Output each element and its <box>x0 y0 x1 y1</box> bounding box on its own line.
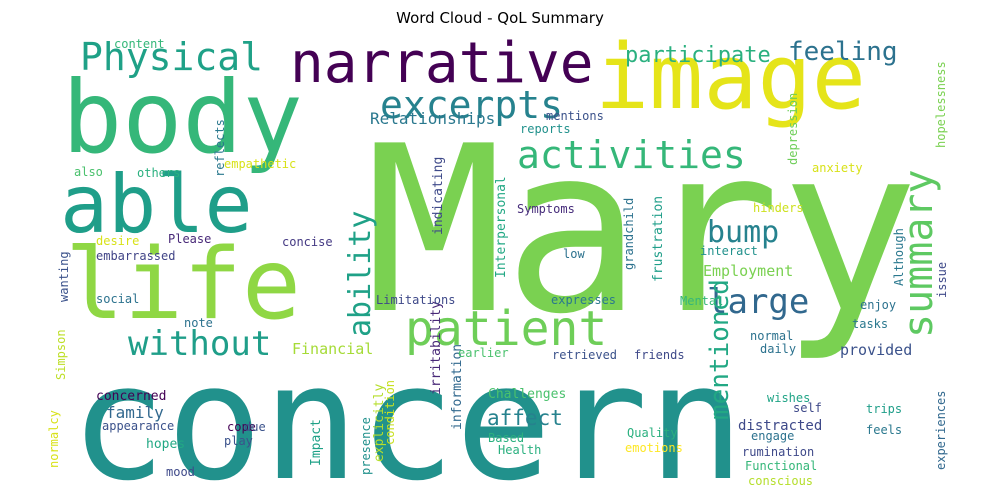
word-anxiety: anxiety <box>812 161 863 175</box>
word-mary: Mary <box>365 98 919 365</box>
word-hopelessness: hopelessness <box>934 61 948 148</box>
word-reports: reports <box>520 122 571 136</box>
word-retrieved: retrieved <box>552 348 617 362</box>
word-irritability: irritability <box>429 301 444 395</box>
word-please: Please <box>168 232 211 246</box>
word-narrative: narrative <box>290 31 593 96</box>
word-patient: patient <box>405 301 607 357</box>
word-affect: affect <box>487 406 563 430</box>
word-feeling: feeling <box>788 37 898 67</box>
word-enjoy: enjoy <box>860 298 896 312</box>
word-embarrassed: embarrassed <box>96 249 175 263</box>
word-hinders: hinders <box>753 201 804 215</box>
word-challenges: Challenges <box>488 387 566 402</box>
word-wishes: wishes <box>767 391 810 405</box>
word-concise: concise <box>282 235 333 249</box>
word-rumination: rumination <box>742 445 814 459</box>
word-distracted: distracted <box>738 418 822 434</box>
word-although: Although <box>892 228 906 286</box>
word-play: play <box>224 434 253 448</box>
word-desire: desire <box>96 234 139 248</box>
word-low: low <box>563 247 585 261</box>
word-tasks: tasks <box>852 317 888 331</box>
word-image: image <box>595 25 866 130</box>
word-functional: Functional <box>745 459 817 473</box>
word-based: Based <box>488 431 524 445</box>
word-emotions: emotions <box>625 441 683 455</box>
word-engage: engage <box>751 429 794 443</box>
word-friends: friends <box>634 348 685 362</box>
word-provided: provided <box>840 341 912 359</box>
word-due: due <box>244 420 266 434</box>
word-normal: normal <box>750 329 793 343</box>
word-ability: ability <box>343 211 378 337</box>
word-life: life <box>65 228 301 342</box>
word-family: family <box>106 403 164 422</box>
word-without: without <box>128 324 271 364</box>
word-quality: Quality <box>627 426 678 440</box>
word-self: self <box>793 401 822 415</box>
word-impact: Impact <box>309 419 324 466</box>
word-wanting: wanting <box>57 251 71 302</box>
word-appearance: appearance <box>102 419 174 433</box>
word-concern: concern <box>70 329 744 500</box>
word-normalcy: normalcy <box>47 410 61 468</box>
word-earlier: earlier <box>458 346 509 360</box>
word-expresses: expresses <box>551 293 616 307</box>
word-frustration: frustration <box>651 196 666 282</box>
word-also: also <box>74 165 103 179</box>
word-interpersonal: Interpersonal <box>494 176 509 278</box>
word-interact: interact <box>700 244 758 258</box>
word-indicating: indicating <box>431 157 446 235</box>
word-mentioned: mentioned <box>705 279 735 420</box>
word-symptoms: Symptoms <box>517 202 575 216</box>
word-health: Health <box>498 443 541 457</box>
word-able: able <box>60 158 253 251</box>
word-physical: Physical <box>80 35 263 79</box>
word-mental: Mental <box>680 294 723 308</box>
word-explicitly: explicitly <box>372 384 387 462</box>
word-cope: cope <box>227 420 256 434</box>
word-presence: presence <box>359 417 373 475</box>
word-note: note <box>184 316 213 330</box>
word-excerpts: excerpts <box>380 83 563 127</box>
word-content: content <box>114 37 165 51</box>
word-concerned: concerned <box>96 389 166 404</box>
word-simpson: Simpson <box>54 329 68 380</box>
word-participate: participate <box>625 43 771 68</box>
word-social: social <box>96 292 139 306</box>
word-others: others <box>137 166 180 180</box>
word-conscious: conscious <box>748 474 813 488</box>
word-issue: issue <box>935 262 949 298</box>
word-large: large <box>707 282 809 322</box>
word-limitations: Limitations <box>376 293 455 307</box>
word-depression: depression <box>786 93 800 165</box>
word-reflects: reflects <box>213 119 227 177</box>
word-bump: bump <box>707 215 779 250</box>
word-daily: daily <box>760 342 796 356</box>
word-experiences: experiences <box>934 391 948 470</box>
word-mentions: mentions <box>546 109 604 123</box>
word-condition: condition <box>383 380 397 445</box>
word-feels: feels <box>866 423 902 437</box>
word-grandchild: grandchild <box>622 198 636 270</box>
word-hopes: hopes <box>146 437 185 452</box>
word-body: body <box>62 59 303 176</box>
word-empathetic: empathetic <box>224 157 296 171</box>
word-financial: Financial <box>292 340 373 358</box>
chart-title: Word Cloud - QoL Summary <box>396 9 604 27</box>
word-activities: activities <box>517 133 746 177</box>
word-relationships: Relationships <box>370 109 495 128</box>
word-summary: summary <box>896 169 942 338</box>
word-employment: Employment <box>703 262 793 280</box>
word-trips: trips <box>866 402 902 416</box>
word-mood: mood <box>166 465 195 479</box>
word-information: information <box>450 344 465 430</box>
